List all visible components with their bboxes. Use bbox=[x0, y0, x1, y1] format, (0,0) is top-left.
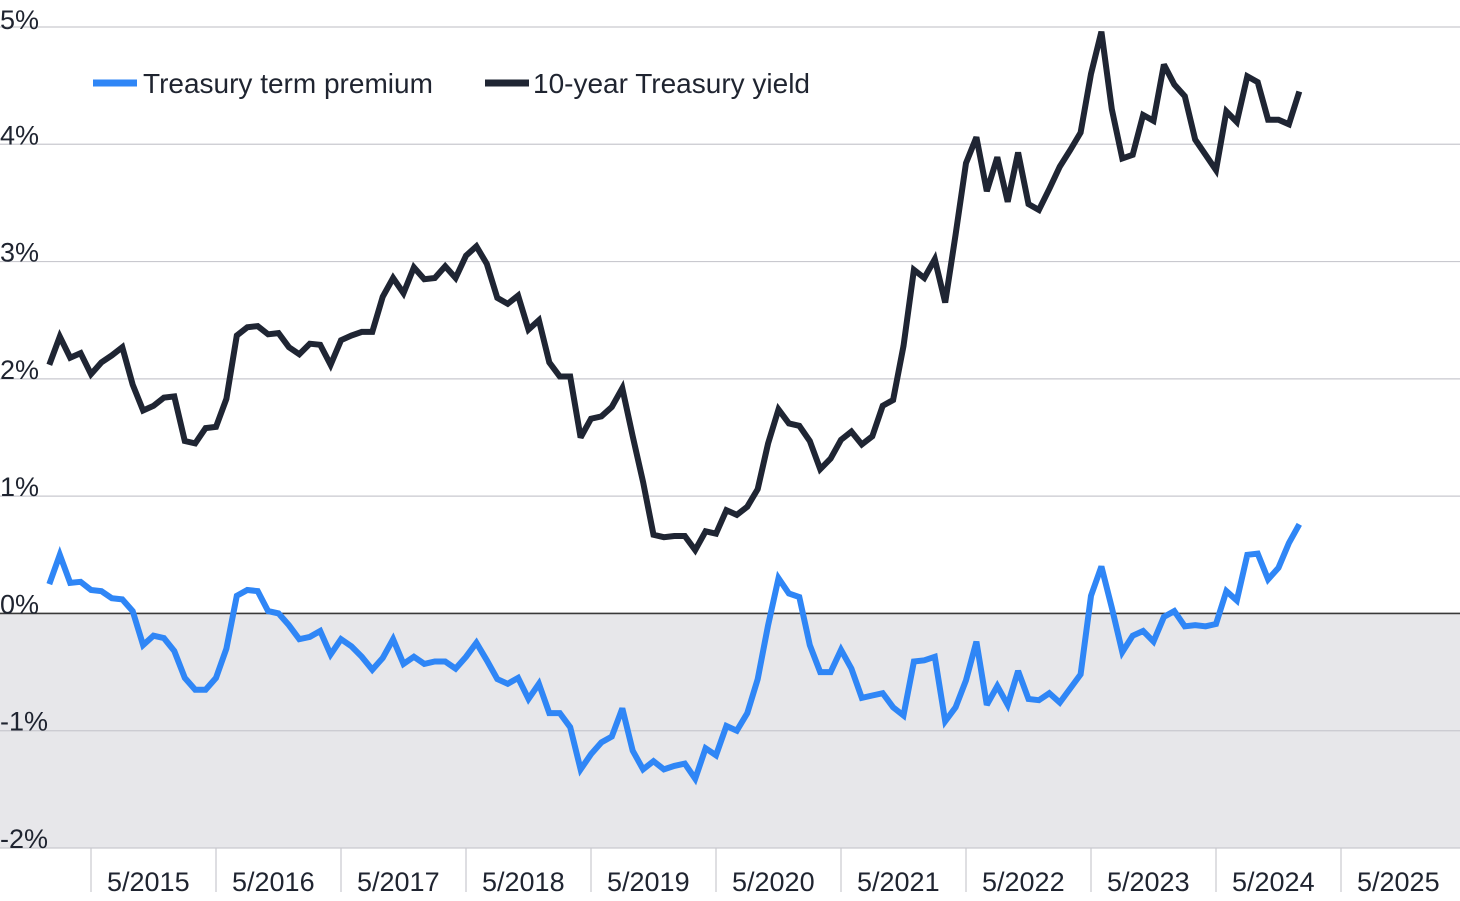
x-tick-label: 5/2023 bbox=[1107, 867, 1190, 897]
x-axis-ticks: 5/2015 5/2016 5/2017 5/2018 5/2019 5/2020 5/20… bbox=[90, 848, 1440, 897]
y-tick-label: 3% bbox=[0, 238, 39, 268]
y-tick-label: 0% bbox=[0, 589, 39, 619]
x-tick-label: 5/2021 bbox=[857, 867, 940, 897]
legend: Treasury term premium 10-year Treasury y… bbox=[93, 68, 810, 99]
x-tick-label: 5/2019 bbox=[607, 867, 690, 897]
x-tick-label: 5/2017 bbox=[357, 867, 440, 897]
y-tick-label: 1% bbox=[0, 472, 39, 502]
x-tick-label: 5/2025 bbox=[1357, 867, 1440, 897]
x-tick-label: 5/2024 bbox=[1232, 867, 1315, 897]
legend-label-ten-year-yield: 10-year Treasury yield bbox=[533, 68, 810, 99]
x-tick-label: 5/2020 bbox=[732, 867, 815, 897]
series-line-ten-year bbox=[46, 30, 1303, 556]
x-tick-label: 5/2016 bbox=[232, 867, 315, 897]
legend-label-term-premium: Treasury term premium bbox=[143, 68, 433, 99]
y-tick-label: -1% bbox=[0, 707, 48, 737]
x-tick-label: 5/2018 bbox=[482, 867, 565, 897]
y-tick-label: 5% bbox=[0, 5, 39, 35]
y-tick-label: 2% bbox=[0, 355, 39, 385]
y-tick-label: 4% bbox=[0, 120, 39, 150]
x-tick-label: 5/2015 bbox=[107, 867, 190, 897]
y-axis-ticks: 5% 4% 3% 2% 1% 0% -1% -2% bbox=[0, 5, 48, 854]
series-lines bbox=[46, 30, 1303, 786]
x-tick-label: 5/2022 bbox=[982, 867, 1065, 897]
y-tick-label: -2% bbox=[0, 824, 48, 854]
series-line-term-premium bbox=[46, 522, 1302, 786]
